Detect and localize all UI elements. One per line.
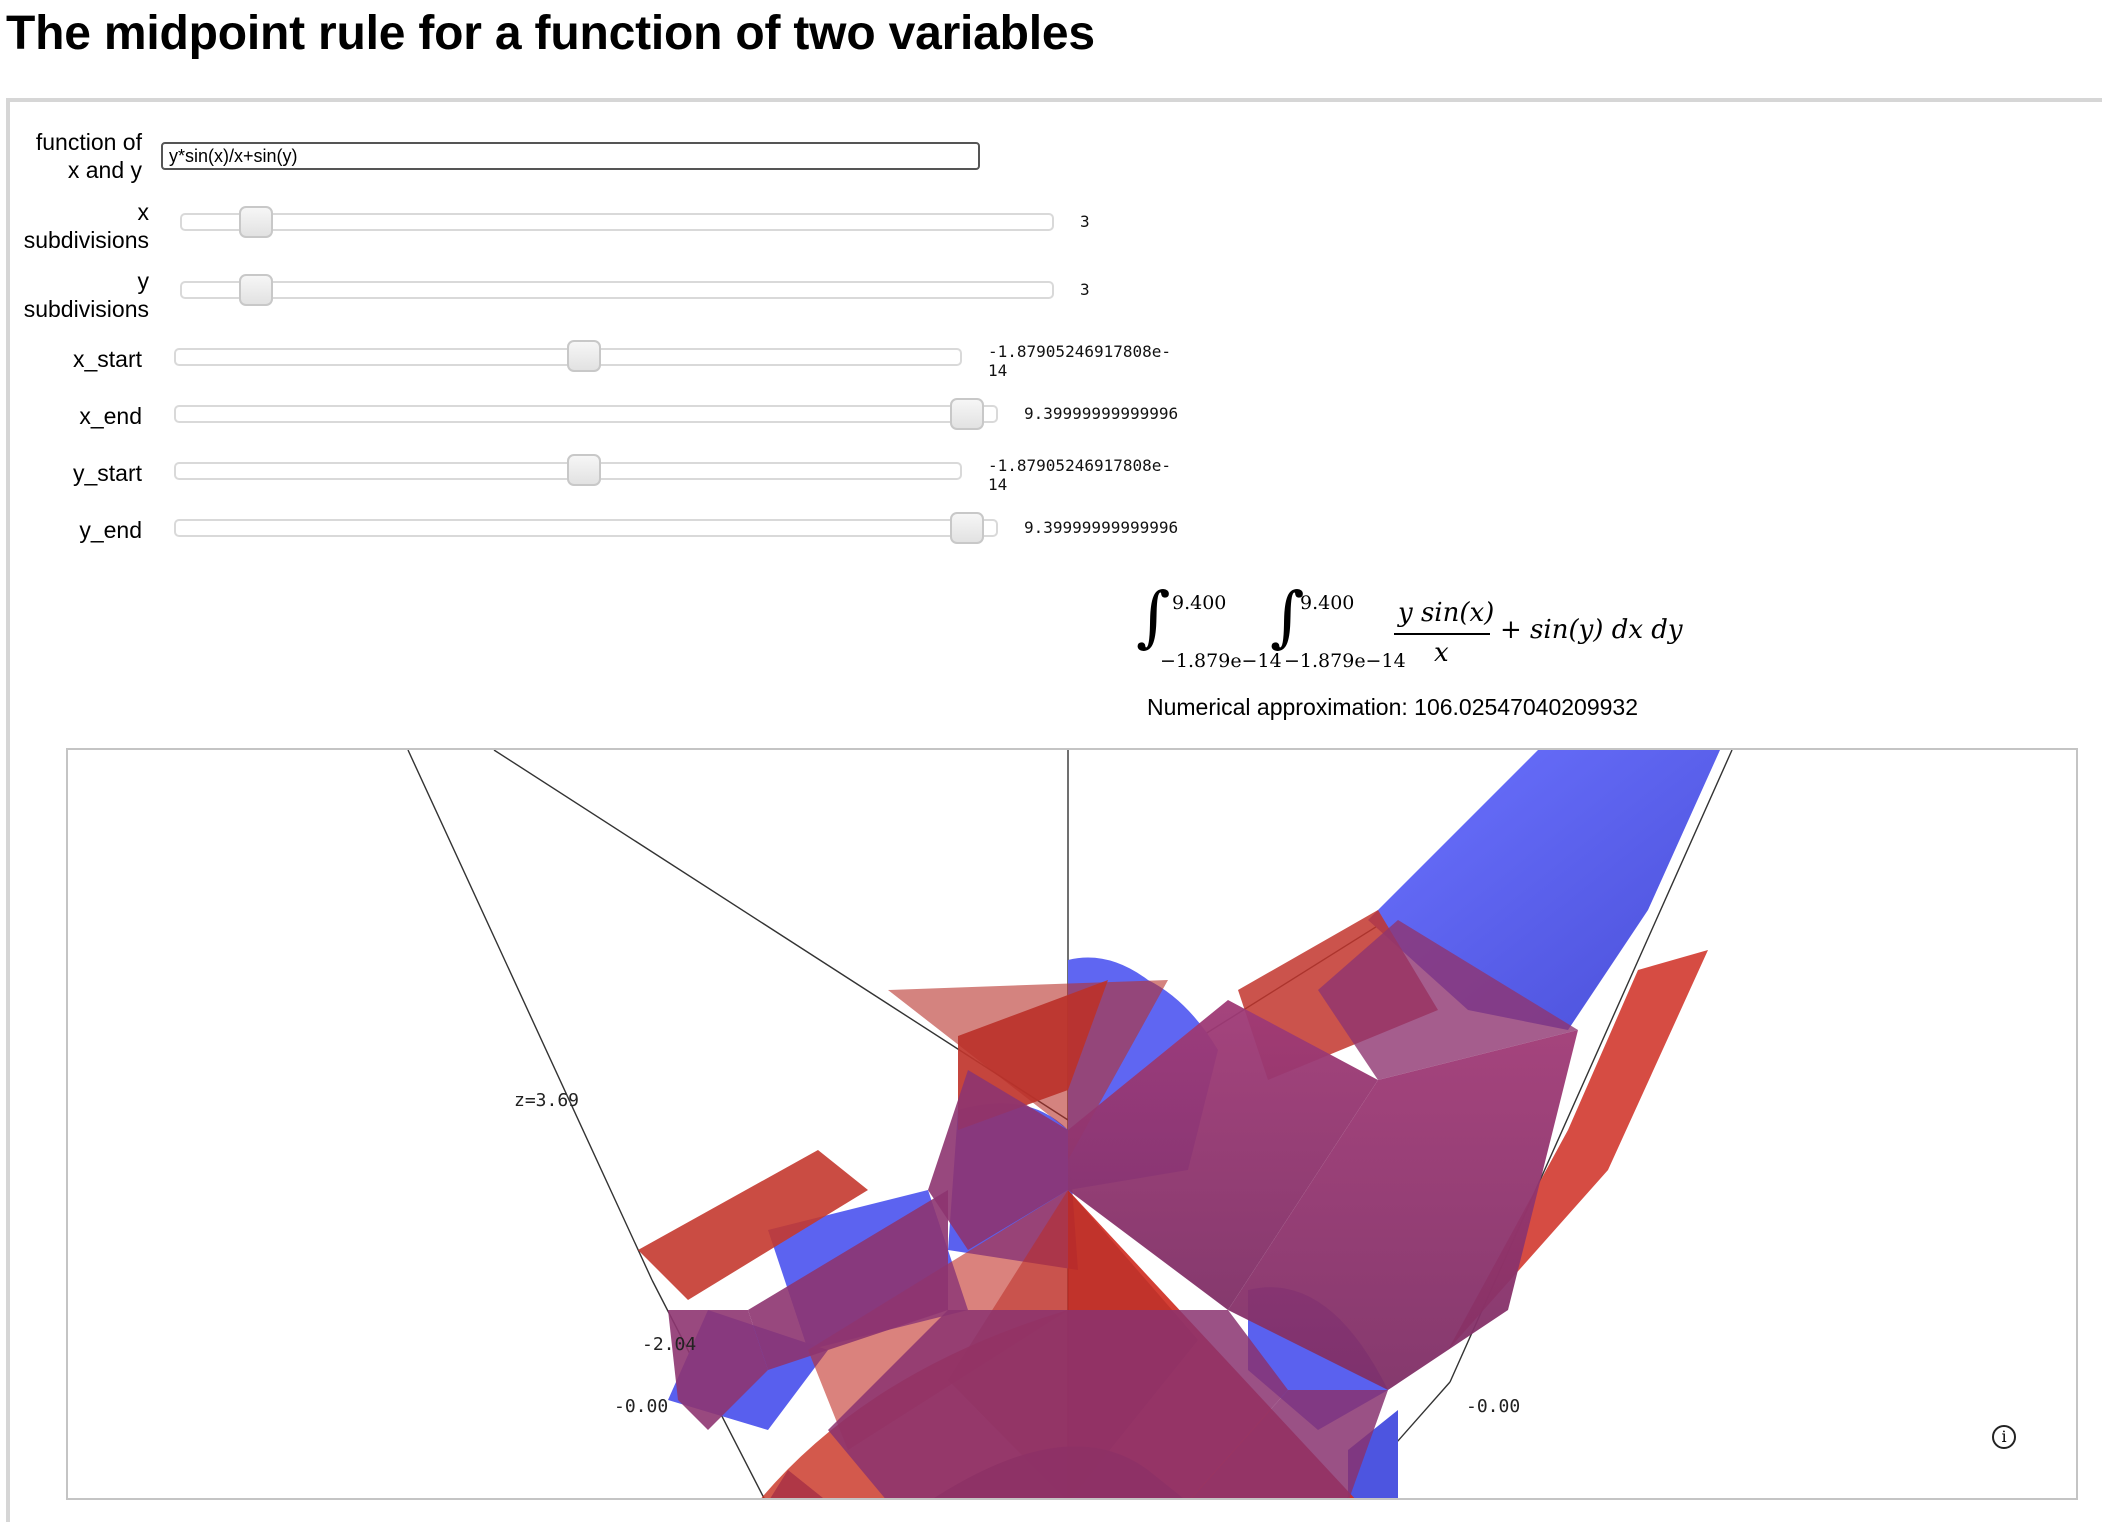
z-axis-label: z=3.69 xyxy=(514,1090,579,1111)
x-end-value: 9.39999999999996 xyxy=(1024,404,1179,423)
x-subdivisions-label: x subdivisions xyxy=(10,198,149,254)
y-subdivisions-label-line-2: subdivisions xyxy=(23,296,149,322)
x-end-label: x_end xyxy=(79,403,142,429)
outer-upper-limit: 9.400 xyxy=(1172,592,1227,614)
y-subdivisions-label: y subdivisions xyxy=(10,267,149,323)
x-subdivisions-value: 3 xyxy=(1080,212,1090,231)
y-start-label: y_start xyxy=(72,460,142,486)
y-subdivisions-slider[interactable] xyxy=(180,281,1054,299)
tick-label-mid: -2.04 xyxy=(642,1334,696,1355)
overlap-regions xyxy=(668,920,1578,1498)
y-subdivisions-label-line-1: y xyxy=(137,268,150,294)
function-input[interactable] xyxy=(161,142,980,170)
fraction-denominator: x xyxy=(1434,638,1449,668)
function-label-line-1: function of xyxy=(35,129,142,155)
y-subdivisions-value: 3 xyxy=(1080,280,1090,299)
inner-integral-sign: ∫ xyxy=(1270,578,1305,655)
tick-label-right: -0.00 xyxy=(1466,1396,1520,1417)
x-start-label: x_start xyxy=(72,346,142,372)
y-end-label: y_end xyxy=(79,517,142,543)
numerical-approximation: Numerical approximation: 106.02547040209… xyxy=(1147,694,1639,720)
x-subdivisions-slider-handle[interactable] xyxy=(239,206,274,238)
y-end-value: 9.39999999999996 xyxy=(1024,518,1179,537)
outer-lower-limit: −1.879e−14 xyxy=(1160,650,1282,672)
x-subdivisions-label-line-1: x xyxy=(137,199,150,225)
function-label-line-2: x and y xyxy=(67,157,142,183)
inner-upper-limit: 9.400 xyxy=(1300,592,1355,614)
y-start-slider-handle[interactable] xyxy=(567,454,601,486)
x-start-value: -1.87905246917808e- 14 xyxy=(988,342,1172,380)
y-end-slider-handle[interactable] xyxy=(950,512,984,544)
info-icon[interactable]: i xyxy=(1992,1425,2016,1449)
x-subdivisions-slider[interactable] xyxy=(180,213,1054,231)
function-label: function of x and y xyxy=(20,128,142,184)
tick-label-left: -0.00 xyxy=(614,1396,668,1417)
fraction-bar xyxy=(1394,633,1490,635)
x-subdivisions-label-line-2: subdivisions xyxy=(23,227,149,253)
y-subdivisions-slider-handle[interactable] xyxy=(239,274,274,306)
x-end-slider[interactable] xyxy=(174,405,998,423)
formula-rest: + sin(y) dx dy xyxy=(1500,615,1683,645)
3d-plot-canvas[interactable]: z=3.69 -2.04 -0.00 -0.00 xyxy=(66,748,2078,1500)
inner-lower-limit: −1.879e−14 xyxy=(1284,650,1406,672)
x-end-slider-handle[interactable] xyxy=(950,398,984,430)
x-start-slider-handle[interactable] xyxy=(567,340,601,372)
page-title: The midpoint rule for a function of two … xyxy=(6,7,1095,60)
interact-panel xyxy=(6,98,2102,1522)
outer-integral-sign: ∫ xyxy=(1136,578,1171,655)
3d-plot-svg: z=3.69 -2.04 -0.00 -0.00 xyxy=(407,750,1733,1498)
y-start-value: -1.87905246917808e- 14 xyxy=(988,456,1172,494)
fraction-numerator: y sin(x) xyxy=(1398,598,1495,628)
y-end-slider[interactable] xyxy=(174,519,998,537)
